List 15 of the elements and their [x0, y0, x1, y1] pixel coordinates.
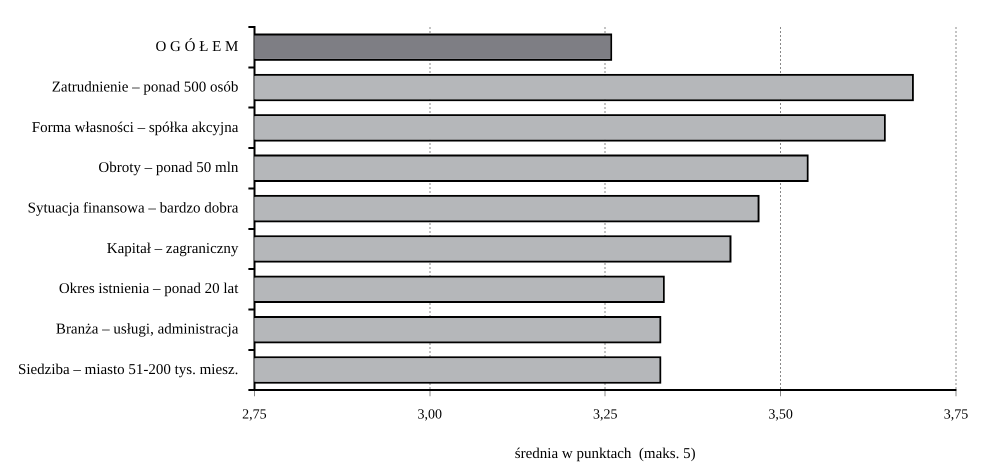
y-tick-label: Branża – usługi, administracja [56, 322, 239, 338]
y-tick-label: O G Ó Ł E M [155, 38, 238, 56]
y-tick-label: Okres istnienia – ponad 20 lat [58, 281, 240, 298]
x-axis-title: średnia w punktach (maks. 5) [514, 446, 696, 462]
x-tick-label: 3,75 [944, 407, 968, 422]
x-tick-label: 2,75 [242, 407, 267, 422]
y-tick-label: Siedziba – miasto 51-200 tys. miesz. [18, 362, 238, 378]
x-tick-label: 3,25 [592, 407, 618, 422]
y-tick-label: Kapitał – zagraniczny [106, 240, 239, 257]
y-tick-label: Obroty – ponad 50 mln [98, 160, 239, 176]
y-tick-label: Zatrudnienie – ponad 500 osób [52, 79, 238, 96]
x-tick-label: 3,50 [768, 407, 793, 422]
x-tick-label: 3,00 [418, 407, 442, 422]
y-tick-label: Forma własności – spółka akcyjna [32, 120, 239, 136]
y-tick-label: Sytuacja finansowa – bardzo dobra [28, 200, 239, 217]
